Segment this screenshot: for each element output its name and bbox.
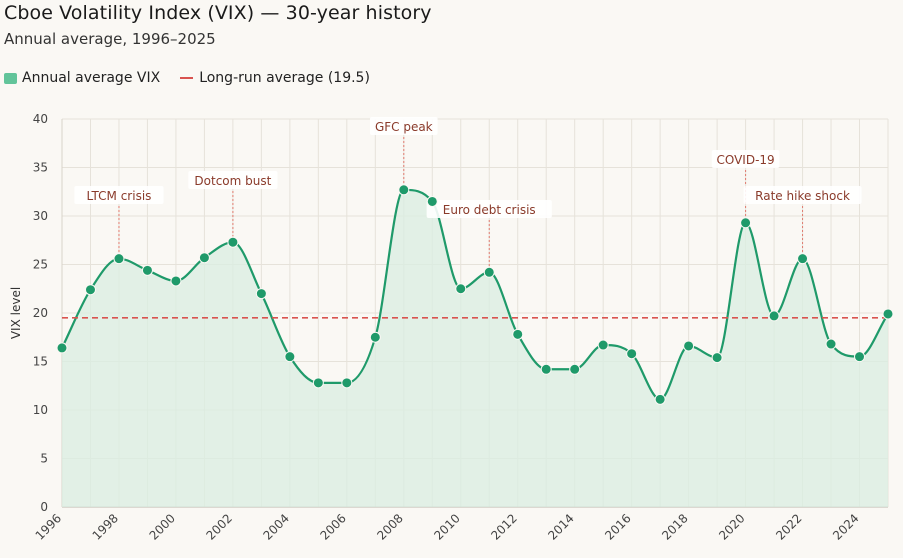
annotations-layer: LTCM crisis Dotcom bust GFC peak Euro debt … (74, 117, 862, 267)
annotation-box (74, 186, 164, 204)
y-tick-label: 40 (33, 112, 48, 126)
data-point (825, 338, 837, 350)
data-point (341, 377, 353, 389)
x-tick-label: 1996 (33, 511, 64, 542)
y-tick-label: 35 (33, 161, 48, 175)
annotation-label: COVID-19 (716, 153, 774, 167)
x-tick-label: 2000 (147, 511, 178, 542)
data-point (113, 253, 125, 265)
data-point (768, 310, 780, 322)
annotation-label: GFC peak (375, 120, 433, 134)
x-tick-label: 1998 (90, 511, 121, 542)
data-point (626, 348, 638, 360)
legend: Annual average VIX Long-run average (19.… (4, 70, 370, 86)
y-tick-label: 0 (40, 500, 48, 514)
x-tick-label: 2004 (260, 511, 291, 542)
data-point (170, 275, 182, 287)
annotation-box (743, 186, 862, 204)
y-tick-label: 30 (33, 209, 48, 223)
y-tick-label: 15 (33, 355, 48, 369)
chart-title: Cboe Volatility Index (VIX) — 30-year hi… (4, 2, 432, 24)
x-tick-label: 2006 (317, 511, 348, 542)
x-tick-label: 2020 (716, 511, 747, 542)
x-tick-label: 2010 (431, 511, 462, 542)
y-tick-label: 10 (33, 403, 48, 417)
legend-series-label: Annual average VIX (22, 70, 161, 86)
data-point (255, 288, 267, 300)
legend-reference-label: Long-run average (19.5) (199, 70, 370, 86)
data-point (882, 308, 894, 320)
data-point (740, 217, 752, 229)
annotation-box (426, 200, 552, 218)
annotation-box (711, 150, 780, 168)
data-point (797, 253, 809, 265)
data-point (483, 266, 495, 278)
data-point (227, 236, 239, 248)
y-tick-label: 25 (33, 258, 48, 272)
data-point (597, 339, 609, 351)
data-point (198, 252, 210, 264)
x-tick-label: 2016 (602, 511, 633, 542)
data-point (312, 377, 324, 389)
data-point (56, 342, 68, 354)
annotation-label: LTCM crisis (87, 189, 152, 203)
data-point (426, 195, 438, 207)
legend-reference-swatch (180, 77, 194, 79)
annotation-box (369, 117, 438, 135)
points-layer (56, 184, 894, 405)
x-tick-label: 2008 (374, 511, 405, 542)
area-layer (61, 188, 889, 507)
x-tick-label: 2024 (830, 511, 861, 542)
annotation-label: Euro debt crisis (443, 203, 536, 217)
data-point (711, 352, 723, 364)
data-point (854, 351, 866, 363)
y-axis-label: VIX level (9, 287, 23, 339)
data-point (141, 264, 153, 276)
data-point (84, 284, 96, 296)
x-tick-label: 2014 (545, 511, 576, 542)
data-point (369, 331, 381, 343)
x-tick-label: 2002 (204, 511, 235, 542)
annotation-label: Rate hike shock (755, 189, 850, 203)
series-area-fill (62, 189, 888, 507)
data-point (512, 328, 524, 340)
y-tick-label: 5 (40, 452, 48, 466)
data-point (569, 363, 581, 375)
data-point (540, 363, 552, 375)
data-point (455, 283, 467, 295)
chart-subtitle: Annual average, 1996–2025 (4, 30, 216, 48)
x-tick-label: 2018 (659, 511, 690, 542)
x-tick-label: 2022 (773, 511, 804, 542)
data-point (683, 340, 695, 352)
data-point (654, 393, 666, 405)
annotation-label: Dotcom bust (194, 174, 271, 188)
y-tick-label: 20 (33, 306, 48, 320)
x-tick-label: 2012 (488, 511, 519, 542)
annotation-box (188, 171, 278, 189)
data-point (284, 351, 296, 363)
data-point (398, 184, 410, 196)
legend-area-swatch (4, 72, 17, 84)
